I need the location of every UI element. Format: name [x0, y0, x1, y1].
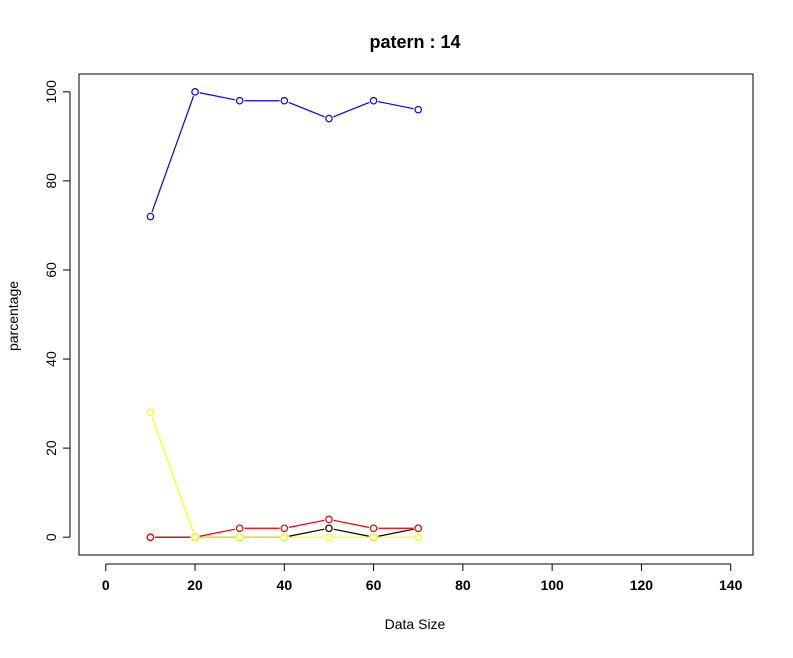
series-line-segment [333, 519, 370, 528]
data-point [235, 524, 244, 533]
data-point [280, 96, 289, 105]
series [146, 515, 423, 541]
data-point [325, 533, 333, 541]
series [146, 88, 423, 221]
data-point [325, 515, 333, 524]
series-line-segment [151, 416, 195, 533]
x-tick-label: 60 [366, 577, 382, 593]
data-point [235, 533, 244, 541]
series [146, 408, 423, 541]
series-line-segment [288, 528, 325, 537]
series-line-segment [378, 101, 414, 110]
y-tick-label: 80 [43, 173, 59, 189]
data-point [369, 524, 378, 533]
series-line-segment [199, 528, 236, 537]
x-axis-label: Data Size [385, 616, 446, 632]
series-line-segment [288, 101, 325, 118]
series-line-segment [378, 528, 414, 537]
data-point [414, 533, 423, 541]
chart-title: patern : 14 [369, 32, 460, 52]
data-point [146, 212, 155, 221]
series-line-segment [333, 101, 370, 118]
data-point [369, 96, 378, 105]
series-line-segment [288, 519, 325, 528]
x-tick-label: 80 [455, 577, 471, 593]
data-point [146, 408, 155, 417]
x-tick-label: 120 [630, 577, 654, 593]
data-point [191, 88, 199, 96]
y-tick-label: 100 [43, 80, 59, 104]
x-tick-label: 100 [540, 577, 564, 593]
x-tick-label: 40 [277, 577, 293, 593]
data-point [280, 533, 289, 541]
data-point [191, 533, 199, 541]
data-point [325, 524, 333, 533]
data-point [235, 96, 244, 105]
series-line-segment [333, 528, 370, 537]
series-line-segment [151, 96, 195, 213]
x-tick-label: 140 [719, 577, 743, 593]
data-point [414, 105, 423, 114]
data-point [280, 524, 289, 533]
y-tick-label: 60 [43, 262, 59, 278]
series-line-segment [199, 92, 236, 101]
axes: 0 20 40 60 80 100 120 140 0 20 40 60 80 100 [43, 80, 743, 593]
series-layer [146, 88, 423, 541]
data-point [414, 524, 423, 533]
plot-area-frame [78, 73, 754, 556]
y-tick-label: 40 [43, 351, 59, 367]
y-tick-label: 20 [43, 440, 59, 456]
data-point [325, 114, 333, 123]
x-tick-label: 20 [187, 577, 203, 593]
x-tick-label: 0 [102, 577, 110, 593]
y-tick-label: 0 [43, 533, 59, 541]
data-point [146, 533, 155, 541]
data-point [369, 533, 378, 541]
y-axis-label: parcentage [5, 281, 21, 351]
